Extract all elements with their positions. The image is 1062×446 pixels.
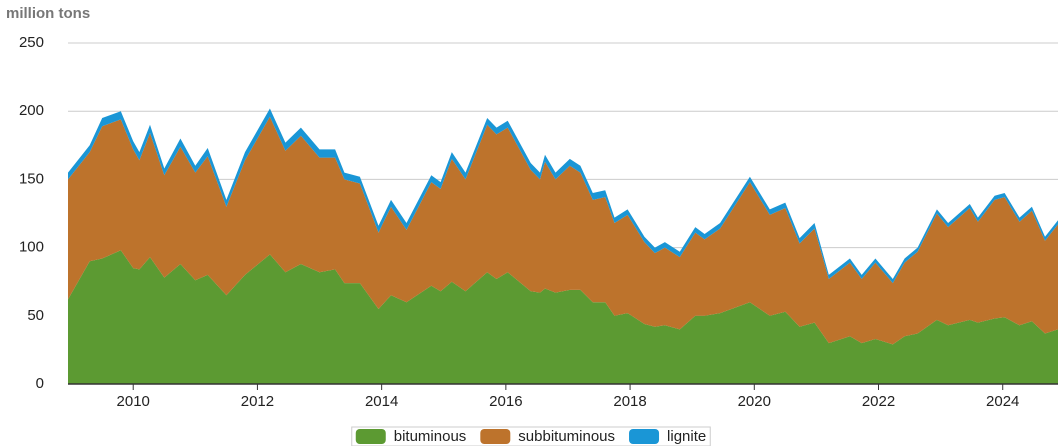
x-tick-label: 2018 bbox=[613, 393, 646, 410]
legend-label: lignite bbox=[667, 428, 706, 445]
y-tick-label: 0 bbox=[36, 375, 44, 392]
x-tick-label: 2014 bbox=[365, 393, 398, 410]
x-tick-label: 2022 bbox=[862, 393, 895, 410]
legend-swatch bbox=[480, 429, 511, 444]
x-tick-label: 2024 bbox=[986, 393, 1019, 410]
x-tick-label: 2020 bbox=[738, 393, 771, 410]
y-tick-label: 200 bbox=[19, 102, 44, 119]
legend: bituminous subbituminous lignite bbox=[351, 426, 711, 446]
x-tick-label: 2012 bbox=[241, 393, 274, 410]
y-tick-label: 250 bbox=[19, 34, 44, 51]
legend-label: subbituminous bbox=[518, 428, 615, 445]
legend-label: bituminous bbox=[394, 428, 467, 445]
legend-swatch bbox=[629, 429, 660, 444]
y-tick-label: 100 bbox=[19, 239, 44, 256]
area-0 bbox=[68, 250, 1058, 384]
y-tick-label: 50 bbox=[27, 307, 44, 324]
y-tick-label: 150 bbox=[19, 170, 44, 187]
area-1 bbox=[68, 116, 1058, 345]
y-axis-title: million tons bbox=[6, 5, 90, 22]
legend-box bbox=[351, 426, 711, 446]
area-2 bbox=[68, 108, 1058, 284]
x-tick-label: 2010 bbox=[117, 393, 150, 410]
legend-swatch bbox=[355, 429, 386, 444]
x-tick-label: 2016 bbox=[489, 393, 522, 410]
